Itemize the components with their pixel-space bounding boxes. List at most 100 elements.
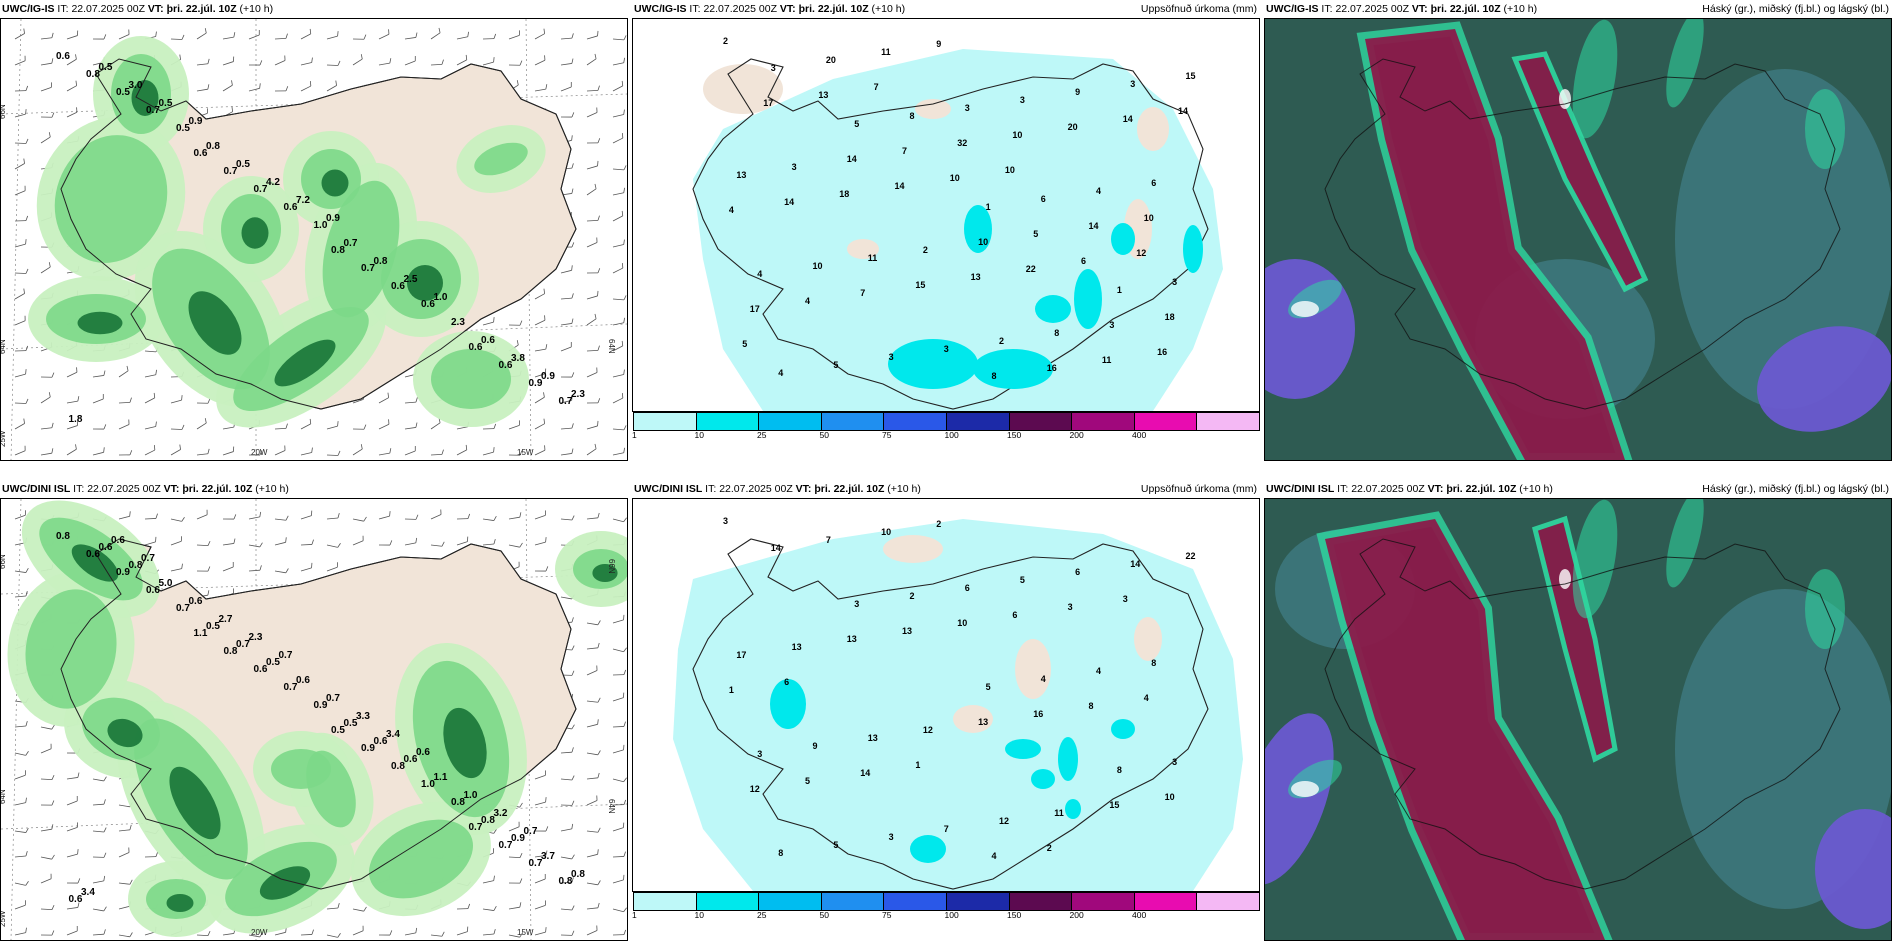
value-label: 5 xyxy=(742,339,747,349)
value-label: 0.5 xyxy=(159,98,173,109)
value-label: 22 xyxy=(1186,551,1196,561)
value-label: 3 xyxy=(1068,602,1073,612)
lead-time: (+10 h) xyxy=(255,483,289,495)
value-label: 11 xyxy=(1054,808,1064,818)
value-label: 10 xyxy=(950,173,960,183)
cloud-edge-streak xyxy=(1805,89,1845,169)
cloud-edge-streak xyxy=(1572,499,1618,619)
value-label: 8 xyxy=(1054,328,1059,338)
cloud-water-medium xyxy=(474,142,528,176)
value-label: 0.5 xyxy=(176,123,190,134)
value-label: 14 xyxy=(847,154,857,164)
legend-swatch xyxy=(696,893,760,910)
value-label: 0.9 xyxy=(511,833,525,844)
value-label: 5 xyxy=(1020,575,1025,585)
value-label: 3 xyxy=(965,103,970,113)
value-label: 10 xyxy=(1005,165,1015,175)
value-label: 12 xyxy=(750,784,760,794)
value-label: 10 xyxy=(1144,213,1154,223)
vt-value: þri. 22.júl. 10Z xyxy=(798,3,869,15)
vt-label: VT: xyxy=(1427,483,1444,495)
legend-swatch xyxy=(821,893,885,910)
value-label: 13 xyxy=(818,90,828,100)
axis-label: 20W xyxy=(251,928,268,937)
axis-label: 25W xyxy=(1,910,7,927)
value-label: 8 xyxy=(778,848,783,858)
value-label: 0.6 xyxy=(481,335,495,346)
value-label: 4.2 xyxy=(266,177,280,188)
legend-tick-label: 75 xyxy=(882,910,892,920)
dry-land-patch xyxy=(883,535,943,563)
value-label: 6 xyxy=(1012,610,1017,620)
precip-medium-cell xyxy=(910,835,946,863)
value-label: 7 xyxy=(874,82,879,92)
legend-tick-label: 100 xyxy=(944,910,959,920)
value-label: 5 xyxy=(1033,229,1038,239)
vt-label: VT: xyxy=(795,483,812,495)
panel-title: UWC/IG-IS IT: 22.07.2025 00Z VT: þri. 22… xyxy=(634,0,905,18)
value-label: 8 xyxy=(992,371,997,381)
value-label: 0.7 xyxy=(326,693,340,704)
value-label: 2.3 xyxy=(249,632,263,643)
legend-swatch xyxy=(946,893,1010,910)
value-label: 14 xyxy=(1130,559,1140,569)
legend-swatch xyxy=(946,413,1010,430)
iceland-coastline xyxy=(692,538,1209,890)
axis-label: 64N xyxy=(607,799,616,814)
iceland-coastline-outline xyxy=(1324,538,1841,890)
dry-land-patch xyxy=(953,705,993,733)
it-label: IT: xyxy=(73,483,85,495)
precip-medium-cell xyxy=(1111,223,1135,255)
value-label: 0.7 xyxy=(559,396,573,407)
legend-swatch xyxy=(884,893,947,910)
value-label: 12 xyxy=(923,725,933,735)
legend-tick-label: 75 xyxy=(882,430,892,440)
value-label: 0.6 xyxy=(421,299,435,310)
clear-patch xyxy=(1559,569,1571,589)
value-label: 3.2 xyxy=(494,808,508,819)
value-label: 6 xyxy=(1151,178,1156,188)
value-label: 10 xyxy=(978,237,988,247)
it-value: 22.07.2025 00Z xyxy=(87,483,161,495)
value-label: 6 xyxy=(1075,567,1080,577)
value-label: 14 xyxy=(1123,114,1133,124)
legend-swatch xyxy=(884,413,947,430)
vt-value: þri. 22.júl. 10Z xyxy=(814,483,885,495)
value-label: 0.6 xyxy=(469,342,483,353)
value-label: 0.6 xyxy=(284,202,298,213)
vt-value: þri. 22.júl. 10Z xyxy=(182,483,253,495)
value-label: 0.6 xyxy=(404,754,418,765)
cloud-water-heavy xyxy=(107,718,143,748)
value-label: 6 xyxy=(965,583,970,593)
value-label: 6 xyxy=(1081,256,1086,266)
high-cloud-edge xyxy=(1316,511,1613,940)
dry-land-patch xyxy=(1134,617,1162,661)
value-label: 3.0 xyxy=(129,80,143,91)
value-label: 0.8 xyxy=(206,141,220,152)
value-label: 17 xyxy=(736,650,746,660)
value-label: 0.8 xyxy=(331,245,345,256)
value-label: 4 xyxy=(757,269,762,279)
panel-ig-precip: UWC/IG-IS IT: 22.07.2025 00Z VT: þri. 22… xyxy=(632,0,1260,461)
value-label: 4 xyxy=(1041,674,1046,684)
legend-tick-label: 150 xyxy=(1007,430,1022,440)
cloud-water-values: 0.81.10.50.70.60.80.90.70.90.60.80.70.60… xyxy=(56,531,585,905)
value-label: 16 xyxy=(1033,709,1043,719)
low-cloud-area xyxy=(1757,326,1891,432)
value-label: 17 xyxy=(763,98,773,108)
dry-land-patch xyxy=(1137,107,1169,151)
panel-header: UWC/DINI ISL IT: 22.07.2025 00Z VT: þri.… xyxy=(0,480,628,498)
value-label: 0.7 xyxy=(499,840,513,851)
cloud-water-heavy xyxy=(77,311,123,335)
value-label: 14 xyxy=(1178,106,1188,116)
it-value: 22.07.2025 00Z xyxy=(719,483,793,495)
it-value: 22.07.2025 00Z xyxy=(1351,483,1425,495)
value-label: 1.0 xyxy=(434,292,448,303)
value-label: 0.7 xyxy=(254,184,268,195)
precip-medium-cell xyxy=(1074,269,1102,329)
value-label: 8 xyxy=(1151,658,1156,668)
value-label: 10 xyxy=(1165,792,1175,802)
value-label: 0.9 xyxy=(326,213,340,224)
value-label: 11 xyxy=(868,253,878,263)
it-value: 22.07.2025 00Z xyxy=(703,3,777,15)
